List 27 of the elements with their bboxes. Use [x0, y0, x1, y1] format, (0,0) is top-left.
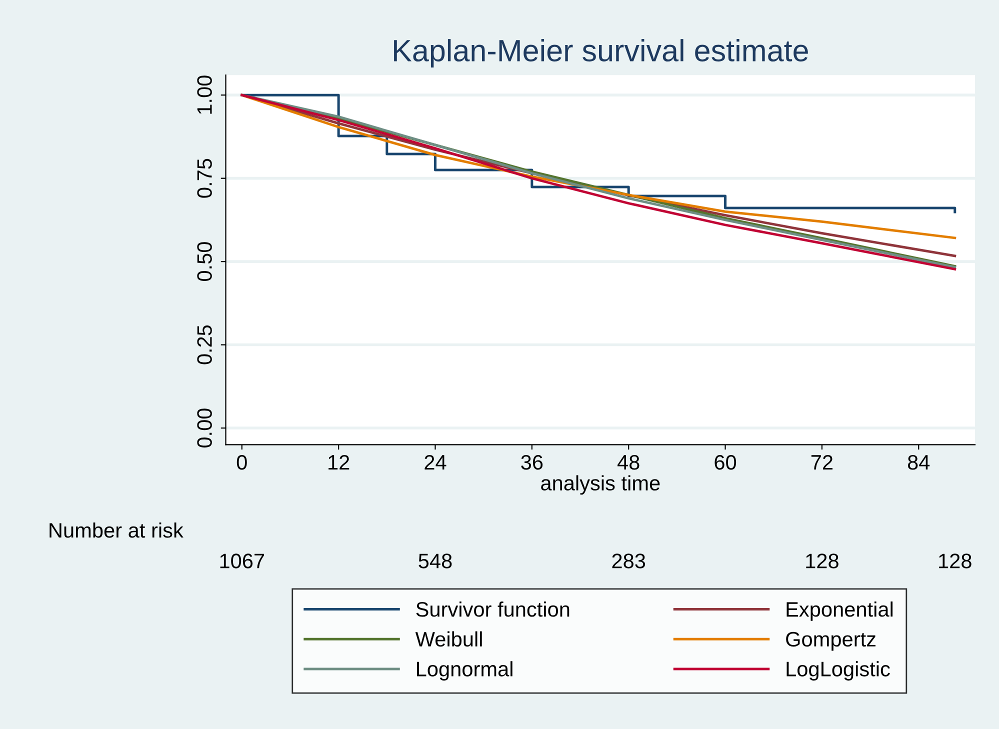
y-tick-label: 0.75	[197, 158, 212, 198]
x-tick-label: 24	[424, 454, 446, 470]
text: 128	[806, 554, 838, 568]
x-tick-label: 48	[617, 454, 640, 470]
x-tick-label: 12	[328, 454, 350, 470]
y-tick-label: 1.00	[197, 76, 212, 114]
legend-label: Gompertz	[786, 632, 876, 651]
legend-label: Survivor function	[416, 601, 570, 617]
legend-label: LogLogistic	[786, 661, 890, 681]
legend-label: Exponential	[786, 601, 893, 621]
text: 283	[612, 554, 646, 568]
x-tick-label: 84	[908, 454, 930, 470]
x-axis-title: analysis time	[541, 475, 660, 495]
y-tick-label: 0.00	[197, 408, 212, 448]
y-tick-label: 0.50	[197, 242, 212, 282]
x-tick-label: 60	[714, 454, 736, 470]
x-tick-label: 0	[236, 454, 247, 470]
legend-label: Weibull	[415, 631, 482, 647]
legend-label: Lognormal	[417, 661, 512, 681]
x-tick-label: 36	[521, 454, 543, 470]
chart-title: Kaplan-Meier survival estimate	[394, 39, 808, 68]
text: 1067	[220, 554, 264, 568]
text: Number at risk	[50, 522, 184, 538]
y-tick-label: 0.25	[197, 325, 212, 364]
text: 128	[939, 554, 972, 568]
x-tick-label: 72	[811, 454, 832, 470]
text: 548	[418, 554, 452, 568]
